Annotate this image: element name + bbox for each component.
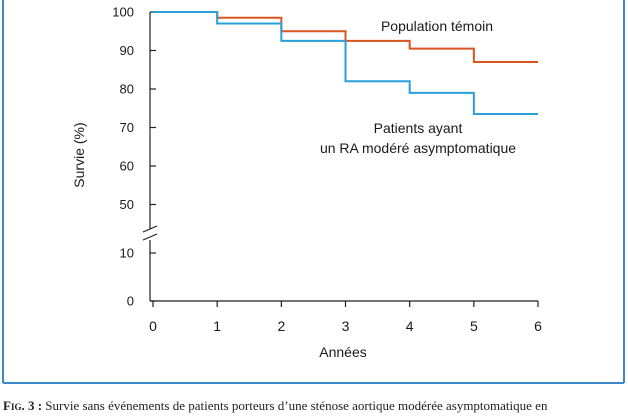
x-tick-label: 4 [406,318,414,334]
caption-text: Survie sans événements de patients porte… [45,398,548,413]
series-label-patients-line1: Patients ayant [374,120,463,136]
x-tick-label: 2 [277,318,285,334]
axis-break-mark [142,225,158,233]
y-tick-label: 80 [120,82,134,97]
x-tick-label: 0 [149,318,157,334]
x-tick-label: 3 [342,318,350,334]
y-tick-label: 70 [120,120,134,135]
y-tick-label: 50 [120,197,134,212]
series-line-patients [153,11,539,116]
series-layer [153,11,539,116]
y-axis-label: Survie (%) [71,122,87,187]
caption-label: Fig. 3 : [3,398,43,413]
y-tick-label: 60 [120,159,134,174]
series-label-patients-line2: un RA modéré asymptomatique [320,140,516,156]
x-tick-label: 5 [470,318,478,334]
x-axis-label: Années [319,344,366,360]
x-tick-label: 1 [213,318,221,334]
figure-caption: Fig. 3 : Survie sans événements de patie… [3,398,625,413]
y-tick-label: 10 [120,246,134,261]
y-tick-label: 100 [112,5,134,20]
y-tick-label: 0 [127,294,134,309]
series-label-control: Population témoin [381,18,493,34]
y-tick-label: 90 [120,43,134,58]
axis-break-mark [142,233,158,241]
x-tick-label: 6 [534,318,542,334]
labels: Population témoin Patients ayant un RA mod… [320,18,516,156]
